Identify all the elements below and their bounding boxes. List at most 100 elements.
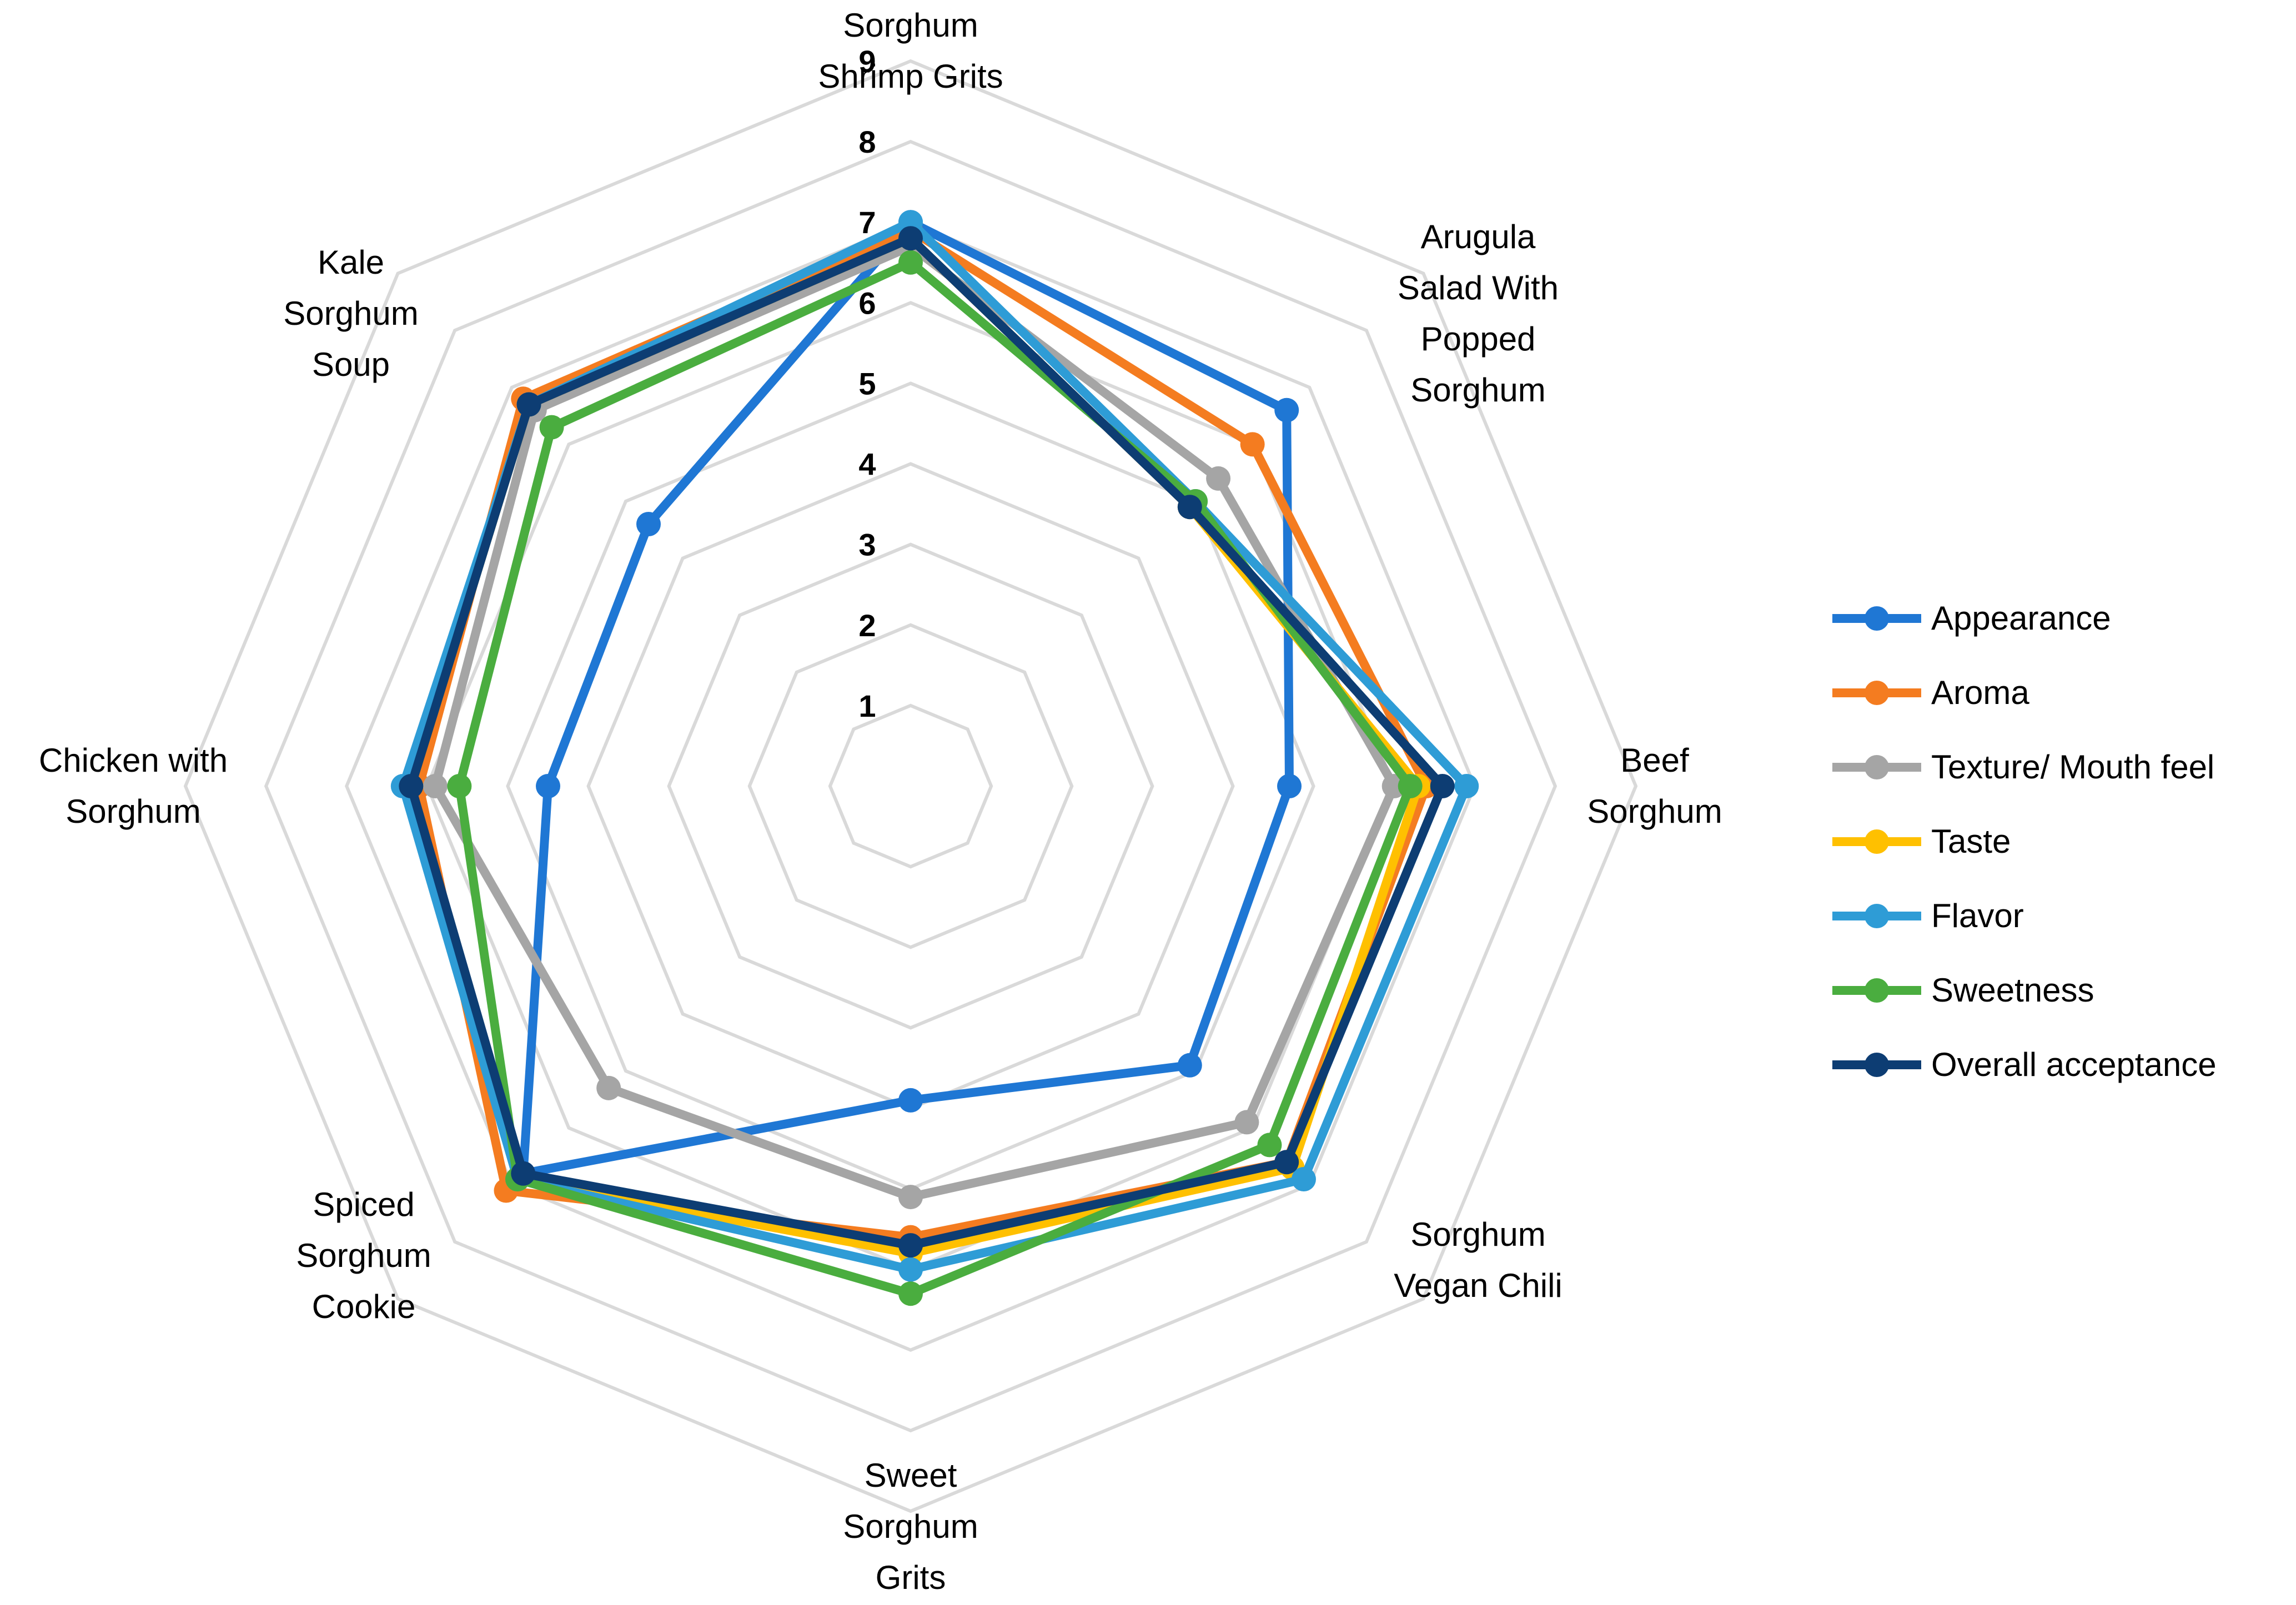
legend-swatch-marker (1865, 904, 1889, 928)
category-label-line: Sorghum (843, 1508, 978, 1545)
series-overall-acceptance (399, 226, 1455, 1258)
category-label: Kale Sorghum Soup (283, 244, 418, 383)
tick-label: 9 (858, 44, 876, 79)
category-label-line: Cookie (312, 1288, 416, 1325)
tick-label: 5 (858, 366, 876, 401)
data-point (1292, 1167, 1317, 1192)
category-label-line: Sorghum (843, 7, 978, 44)
category-label-line: Sorghum (1410, 1216, 1545, 1253)
grid-ring-1 (828, 703, 993, 869)
tick-label: 6 (858, 285, 876, 320)
category-label-line: Soup (312, 346, 390, 383)
legend-item: Sweetness (1832, 972, 2094, 1009)
legend-swatch-marker (1865, 978, 1889, 1003)
legend-label: Overall acceptance (1931, 1046, 2217, 1083)
legend-swatch-marker (1865, 829, 1889, 854)
category-label: Sweet Sorghum Grits (843, 1457, 978, 1596)
category-label-line: Sorghum (1410, 371, 1545, 409)
tick-label: 4 (858, 447, 876, 482)
grid-ring-2 (747, 623, 1074, 949)
category-label-line: Sorghum (296, 1237, 431, 1274)
legend-label: Appearance (1931, 600, 2111, 637)
category-label: Sorghum Vegan Chili (1394, 1216, 1563, 1304)
category-label-line: Sorghum (66, 793, 200, 830)
data-point (1454, 774, 1479, 798)
grid-ring-4 (586, 462, 1235, 1110)
data-point (1398, 774, 1423, 798)
tick-label: 8 (858, 124, 876, 159)
data-point (898, 1233, 923, 1258)
legend-item: Appearance (1832, 600, 2111, 637)
data-point (447, 774, 472, 798)
data-point (1274, 1150, 1299, 1175)
data-point (1234, 1110, 1259, 1135)
legend-swatch-marker (1865, 681, 1889, 705)
grid-ring-9 (183, 59, 1638, 1513)
data-point (1430, 774, 1455, 798)
category-label-line: Grits (876, 1559, 946, 1596)
category-label-line: Vegan Chili (1394, 1267, 1563, 1304)
tick-label: 3 (858, 527, 876, 562)
legend-label: Flavor (1931, 897, 2024, 934)
grid-ring-7 (344, 220, 1477, 1352)
data-point (596, 1075, 621, 1100)
legend-swatch-marker (1865, 1053, 1889, 1077)
data-point (898, 1257, 923, 1282)
category-labels: Sorghum Shrimp Grits Arugula Salad With Popp… (39, 7, 1722, 1596)
data-point (423, 774, 448, 798)
data-point (898, 250, 923, 275)
data-point (1177, 495, 1202, 520)
grid-ring-3 (667, 542, 1154, 1030)
legend-label: Texture/ Mouth feel (1931, 748, 2214, 786)
legend-item: Aroma (1832, 674, 2029, 711)
legend-label: Taste (1931, 823, 2011, 860)
data-point (636, 511, 661, 536)
data-point (898, 226, 923, 251)
data-point (1274, 398, 1299, 422)
data-point (898, 1281, 923, 1306)
legend-item: Flavor (1832, 897, 2024, 934)
legend-label: Sweetness (1931, 972, 2094, 1009)
legend-swatch-marker (1865, 606, 1889, 631)
tick-label: 7 (858, 205, 876, 240)
data-point (1240, 432, 1265, 457)
legend-item: Taste (1832, 823, 2011, 860)
legend: Appearance Aroma Texture/ Mouth feel Taste F… (1832, 600, 2217, 1083)
series-layer (390, 210, 1479, 1306)
data-point (536, 774, 560, 798)
category-label-line: Chicken with (39, 742, 228, 779)
data-point (1177, 1053, 1202, 1078)
data-point (399, 774, 424, 798)
category-label-line: Spiced (313, 1186, 414, 1223)
data-point (898, 1185, 923, 1210)
legend-swatch-marker (1865, 755, 1889, 779)
radial-axis-ticks: 1 2 3 4 5 6 7 8 9 (858, 44, 876, 723)
category-label-line: Sorghum (1587, 793, 1722, 830)
legend-item: Overall acceptance (1832, 1046, 2217, 1083)
data-point (1206, 466, 1231, 491)
category-label-line: Sorghum (283, 295, 418, 332)
legend-item: Texture/ Mouth feel (1832, 748, 2214, 786)
category-label: Beef Sorghum (1587, 742, 1722, 830)
category-label-line: Popped (1421, 320, 1536, 358)
category-label: Spiced Sorghum Cookie (296, 1186, 431, 1325)
category-label-line: Kale (318, 244, 384, 281)
category-label-line: Arugula (1421, 218, 1536, 255)
data-point (1277, 774, 1302, 798)
data-point (511, 1161, 536, 1186)
category-label-line: Beef (1620, 742, 1689, 779)
grid-ring-8 (264, 139, 1558, 1433)
category-label: Arugula Salad With Popped Sorghum (1398, 218, 1559, 409)
data-point (539, 415, 564, 440)
legend-label: Aroma (1931, 674, 2029, 711)
data-point (898, 1088, 923, 1113)
category-label-line: Salad With (1398, 269, 1559, 306)
tick-label: 1 (858, 688, 876, 723)
category-label-line: Sweet (865, 1457, 957, 1494)
category-label: Chicken with Sorghum (39, 742, 228, 830)
category-label-line: Shrimp Grits (818, 58, 1003, 95)
tick-label: 2 (858, 608, 876, 643)
category-label: Sorghum Shrimp Grits (818, 7, 1003, 95)
